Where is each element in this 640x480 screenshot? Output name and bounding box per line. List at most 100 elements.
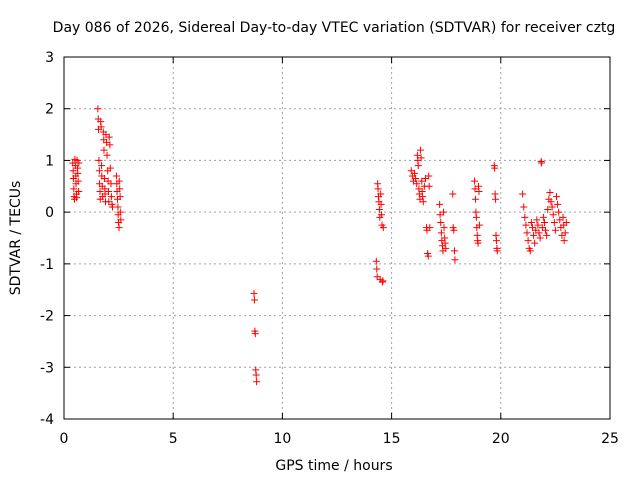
data-point	[116, 185, 124, 193]
y-axis-label: SDTVAR / TECUs	[8, 181, 24, 296]
data-point	[252, 371, 260, 379]
data-point	[95, 167, 103, 175]
data-point	[548, 203, 556, 211]
data-point	[73, 194, 81, 202]
data-point	[492, 237, 500, 245]
data-point	[375, 206, 383, 214]
data-point	[115, 224, 123, 232]
data-point	[412, 175, 420, 183]
data-point	[527, 218, 535, 226]
data-point	[549, 211, 557, 219]
y-tick-label: 2	[45, 102, 54, 118]
data-point	[100, 146, 108, 154]
x-axis-label: GPS time / hours	[275, 458, 392, 474]
data-point	[493, 247, 501, 255]
data-point	[474, 239, 482, 247]
data-point	[74, 177, 82, 185]
data-point	[442, 244, 450, 252]
x-tick-label: 15	[383, 431, 401, 447]
data-point	[538, 159, 546, 167]
data-point	[554, 200, 562, 208]
data-point	[373, 265, 381, 273]
data-point	[449, 190, 457, 198]
data-point	[451, 256, 459, 264]
data-point	[69, 167, 77, 175]
y-tick-label: -4	[40, 412, 54, 428]
data-point	[519, 190, 527, 198]
data-point	[534, 221, 542, 229]
data-point	[544, 206, 552, 214]
data-point	[411, 169, 419, 177]
data-point	[418, 177, 426, 185]
data-point	[116, 193, 124, 201]
data-point	[524, 237, 532, 245]
data-point	[379, 277, 387, 285]
data-point	[536, 234, 544, 242]
data-point	[561, 229, 569, 237]
data-point	[70, 185, 78, 193]
data-point	[98, 162, 106, 170]
data-point	[450, 247, 458, 255]
data-point	[106, 141, 114, 149]
data-point	[103, 151, 111, 159]
data-point	[75, 159, 83, 167]
data-point	[425, 172, 433, 180]
data-point	[75, 187, 83, 195]
y-tick-label: -1	[40, 257, 54, 273]
data-point	[471, 195, 479, 203]
data-points	[69, 105, 570, 386]
data-point	[425, 182, 433, 190]
data-point	[440, 224, 448, 232]
data-point	[419, 193, 427, 201]
data-point	[117, 216, 125, 224]
data-point	[426, 224, 434, 232]
plot-frame	[63, 56, 611, 420]
data-point	[413, 180, 421, 188]
data-point	[540, 218, 548, 226]
x-tick-label: 25	[601, 431, 619, 447]
data-point	[450, 226, 458, 234]
data-point	[105, 133, 113, 141]
data-point	[526, 247, 534, 255]
data-point	[523, 229, 531, 237]
data-point	[550, 218, 558, 226]
grid	[64, 57, 610, 419]
data-point	[520, 203, 528, 211]
data-point	[533, 216, 541, 224]
x-tick-label: 20	[492, 431, 510, 447]
data-point	[562, 218, 570, 226]
data-point	[105, 187, 113, 195]
data-point	[416, 146, 424, 154]
data-point	[521, 213, 529, 221]
data-point	[74, 169, 82, 177]
chart-title: Day 086 of 2026, Sidereal Day-to-day VTE…	[53, 20, 616, 36]
data-point	[552, 193, 560, 201]
data-point	[96, 187, 104, 195]
data-point	[555, 208, 563, 216]
data-point	[471, 177, 479, 185]
data-point	[441, 239, 449, 247]
data-point	[547, 198, 555, 206]
data-point	[531, 239, 539, 247]
data-point	[107, 193, 115, 201]
data-point	[372, 257, 380, 265]
data-point	[551, 226, 559, 234]
data-point	[112, 172, 120, 180]
data-point	[417, 154, 425, 162]
x-tick-label: 0	[60, 431, 69, 447]
data-point	[419, 198, 427, 206]
data-point	[559, 213, 567, 221]
data-point	[530, 231, 538, 239]
data-point	[492, 195, 500, 203]
data-point	[251, 330, 259, 338]
data-point	[475, 187, 483, 195]
data-point	[106, 164, 114, 172]
y-tick-label: 1	[45, 153, 54, 169]
data-point	[436, 200, 444, 208]
data-point	[379, 224, 387, 232]
data-point	[100, 175, 108, 183]
data-point	[114, 203, 122, 211]
data-point	[546, 188, 554, 196]
